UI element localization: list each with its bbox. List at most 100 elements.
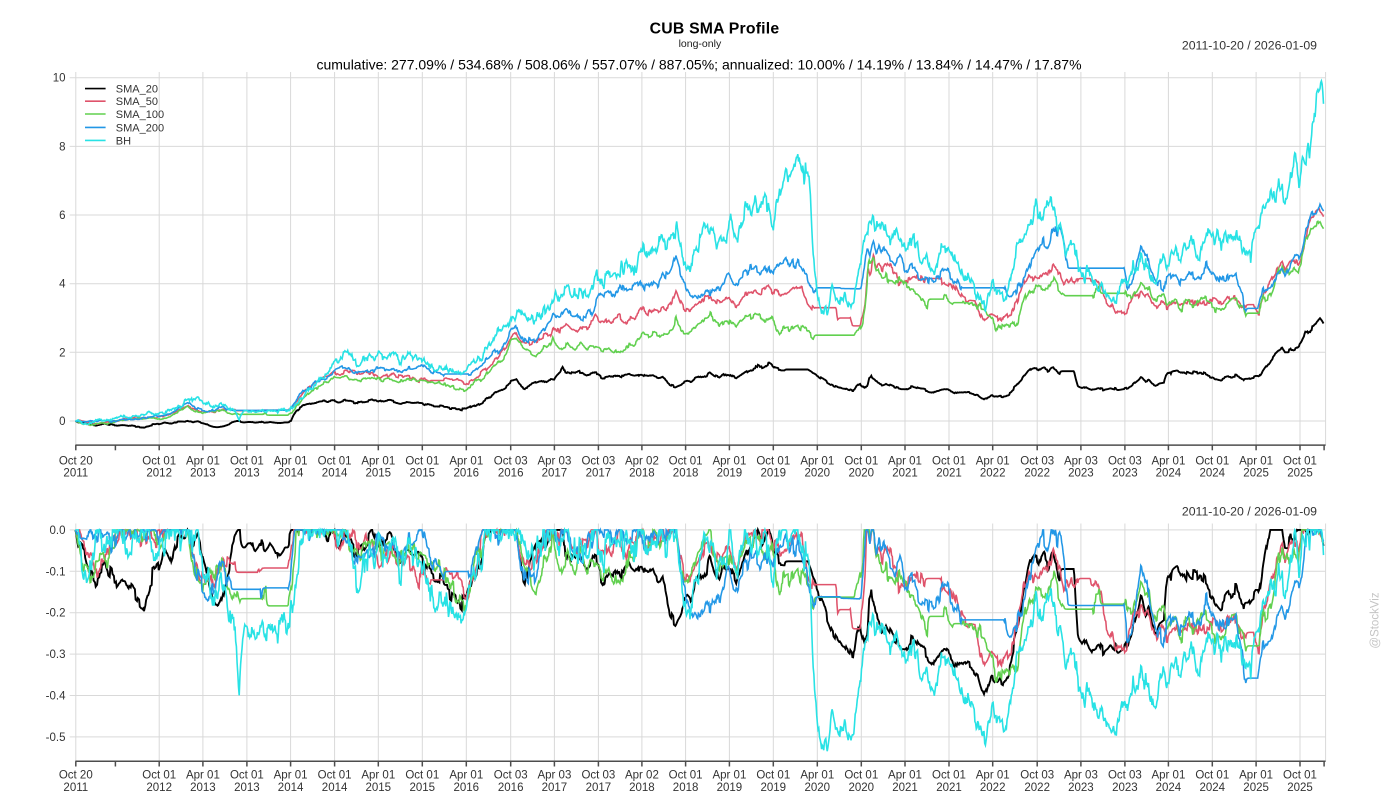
svg-text:Apr 02: Apr 02: [625, 769, 659, 781]
svg-text:2024: 2024: [1200, 468, 1226, 480]
svg-text:2019: 2019: [761, 782, 787, 794]
svg-text:Oct 01: Oct 01: [844, 456, 878, 468]
svg-text:Oct 03: Oct 03: [1108, 769, 1142, 781]
svg-text:2018: 2018: [673, 468, 699, 480]
svg-text:2016: 2016: [498, 468, 524, 480]
svg-text:Apr 01: Apr 01: [976, 456, 1010, 468]
svg-text:Oct 01: Oct 01: [844, 769, 878, 781]
svg-text:Apr 01: Apr 01: [976, 769, 1010, 781]
svg-text:2014: 2014: [278, 468, 304, 480]
svg-text:Oct 01: Oct 01: [142, 769, 176, 781]
svg-text:2014: 2014: [322, 468, 348, 480]
svg-text:2015: 2015: [366, 468, 392, 480]
svg-text:Oct 20: Oct 20: [59, 769, 93, 781]
svg-text:2022: 2022: [1024, 468, 1050, 480]
svg-text:2023: 2023: [1112, 782, 1138, 794]
svg-text:Apr 03: Apr 03: [1064, 456, 1098, 468]
svg-text:2021: 2021: [892, 782, 918, 794]
svg-text:2019: 2019: [717, 782, 743, 794]
svg-text:2016: 2016: [498, 782, 524, 794]
svg-text:Oct 01: Oct 01: [669, 769, 703, 781]
svg-text:Oct 01: Oct 01: [318, 769, 352, 781]
svg-text:2024: 2024: [1156, 782, 1182, 794]
svg-text:BH: BH: [116, 135, 131, 147]
svg-text:2022: 2022: [980, 782, 1006, 794]
svg-text:cumulative: 277.09% / 534.68%: cumulative: 277.09% / 534.68% / 508.06% …: [316, 57, 1081, 73]
svg-text:Oct 01: Oct 01: [669, 456, 703, 468]
svg-text:Apr 03: Apr 03: [537, 456, 571, 468]
svg-text:8: 8: [59, 141, 65, 153]
svg-text:Oct 03: Oct 03: [1108, 456, 1142, 468]
svg-text:6: 6: [59, 210, 65, 222]
svg-text:2022: 2022: [980, 468, 1006, 480]
svg-text:2023: 2023: [1112, 468, 1138, 480]
svg-text:Apr 01: Apr 01: [361, 456, 395, 468]
svg-text:Apr 01: Apr 01: [449, 456, 483, 468]
svg-text:2011: 2011: [63, 782, 88, 794]
svg-text:2014: 2014: [278, 782, 304, 794]
svg-text:2025: 2025: [1287, 468, 1313, 480]
svg-text:Apr 01: Apr 01: [1239, 456, 1273, 468]
svg-text:Oct 20: Oct 20: [59, 456, 93, 468]
svg-text:Oct 01: Oct 01: [318, 456, 352, 468]
svg-text:Apr 01: Apr 01: [712, 456, 746, 468]
svg-text:Oct 03: Oct 03: [581, 769, 615, 781]
svg-text:Oct 03: Oct 03: [494, 769, 528, 781]
svg-text:Oct 01: Oct 01: [405, 456, 439, 468]
svg-text:4: 4: [59, 279, 66, 291]
svg-text:@StockViz: @StockViz: [1370, 592, 1382, 648]
svg-text:Apr 01: Apr 01: [1151, 456, 1185, 468]
svg-text:Apr 01: Apr 01: [888, 456, 922, 468]
svg-text:2017: 2017: [586, 782, 612, 794]
svg-text:Oct 01: Oct 01: [932, 456, 966, 468]
svg-text:2016: 2016: [454, 468, 480, 480]
svg-text:Oct 01: Oct 01: [1283, 769, 1317, 781]
svg-text:2015: 2015: [410, 782, 436, 794]
svg-text:2015: 2015: [410, 468, 436, 480]
svg-text:2024: 2024: [1200, 782, 1226, 794]
svg-text:2019: 2019: [761, 468, 787, 480]
svg-text:Oct 01: Oct 01: [230, 456, 264, 468]
svg-text:2017: 2017: [586, 468, 612, 480]
svg-text:2020: 2020: [805, 468, 831, 480]
svg-text:Apr 01: Apr 01: [1151, 769, 1185, 781]
svg-text:2023: 2023: [1068, 782, 1094, 794]
svg-text:2014: 2014: [322, 782, 348, 794]
svg-text:Oct 01: Oct 01: [756, 769, 790, 781]
svg-text:Apr 01: Apr 01: [800, 769, 834, 781]
svg-text:2012: 2012: [146, 468, 172, 480]
svg-text:Apr 01: Apr 01: [1239, 769, 1273, 781]
svg-text:-0.5: -0.5: [46, 732, 66, 744]
svg-text:2011-10-20 / 2026-01-09: 2011-10-20 / 2026-01-09: [1182, 39, 1317, 53]
svg-text:0.0: 0.0: [50, 525, 66, 537]
svg-text:2019: 2019: [717, 468, 743, 480]
svg-text:2024: 2024: [1156, 468, 1182, 480]
svg-text:2013: 2013: [234, 782, 260, 794]
svg-text:Apr 01: Apr 01: [186, 769, 220, 781]
svg-text:long-only: long-only: [679, 38, 722, 50]
svg-text:Oct 01: Oct 01: [230, 769, 264, 781]
svg-text:Apr 02: Apr 02: [625, 456, 659, 468]
svg-text:Apr 01: Apr 01: [888, 769, 922, 781]
svg-text:Apr 01: Apr 01: [186, 456, 220, 468]
svg-text:Oct 01: Oct 01: [405, 769, 439, 781]
svg-text:2011-10-20 / 2026-01-09: 2011-10-20 / 2026-01-09: [1182, 505, 1317, 519]
svg-text:2018: 2018: [629, 782, 655, 794]
svg-text:2023: 2023: [1068, 468, 1094, 480]
svg-text:Apr 01: Apr 01: [449, 769, 483, 781]
svg-text:2: 2: [59, 347, 65, 359]
svg-text:Apr 03: Apr 03: [1064, 769, 1098, 781]
svg-text:2015: 2015: [366, 782, 392, 794]
svg-text:Oct 01: Oct 01: [932, 769, 966, 781]
svg-text:Oct 03: Oct 03: [1020, 456, 1054, 468]
svg-text:CUB SMA Profile: CUB SMA Profile: [650, 21, 780, 38]
svg-text:2021: 2021: [892, 468, 918, 480]
svg-text:Oct 01: Oct 01: [756, 456, 790, 468]
svg-text:-0.2: -0.2: [46, 608, 66, 620]
svg-text:2017: 2017: [542, 468, 568, 480]
svg-text:SMA_50: SMA_50: [116, 96, 158, 108]
svg-text:2018: 2018: [673, 782, 699, 794]
svg-text:SMA_200: SMA_200: [116, 122, 164, 134]
svg-text:-0.3: -0.3: [46, 649, 66, 661]
svg-text:2025: 2025: [1287, 782, 1313, 794]
